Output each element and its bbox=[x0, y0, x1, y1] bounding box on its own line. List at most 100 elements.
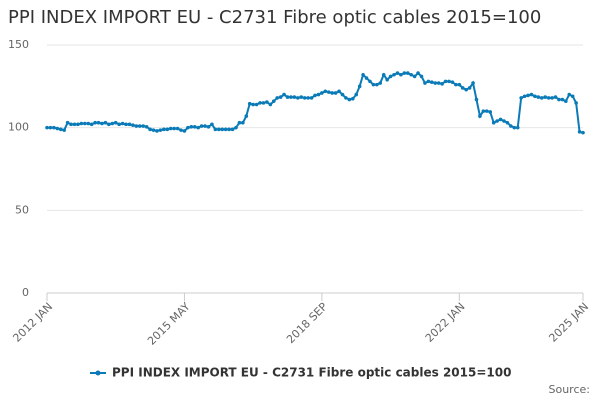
data-point bbox=[296, 96, 300, 100]
data-point bbox=[210, 122, 214, 127]
data-point bbox=[333, 91, 338, 95]
data-point bbox=[409, 72, 414, 77]
data-point bbox=[93, 120, 97, 125]
y-tick-label: 150 bbox=[8, 38, 29, 51]
data-point bbox=[316, 92, 321, 97]
data-point bbox=[261, 101, 266, 105]
data-point bbox=[120, 121, 125, 126]
source-label: Source: bbox=[549, 383, 591, 396]
data-point bbox=[62, 128, 66, 132]
data-point bbox=[581, 130, 585, 135]
data-point bbox=[251, 102, 255, 107]
data-point bbox=[48, 125, 53, 130]
data-point bbox=[423, 81, 427, 85]
data-point bbox=[206, 125, 211, 129]
data-point bbox=[478, 114, 482, 118]
data-point bbox=[457, 82, 462, 87]
data-point bbox=[440, 82, 444, 86]
data-point bbox=[402, 71, 407, 75]
data-point bbox=[137, 124, 142, 128]
data-point bbox=[344, 96, 348, 100]
data-point bbox=[213, 127, 218, 132]
data-point bbox=[464, 87, 468, 92]
x-tick-label: 2025 JAN bbox=[546, 300, 591, 345]
data-point bbox=[192, 125, 197, 129]
data-point bbox=[505, 120, 510, 125]
data-point bbox=[509, 124, 513, 128]
data-point bbox=[220, 127, 225, 132]
data-point bbox=[69, 122, 73, 127]
chart-title: PPI INDEX IMPORT EU - C2731 Fibre optic … bbox=[8, 7, 541, 28]
data-point bbox=[553, 95, 558, 99]
data-point bbox=[186, 125, 190, 130]
data-point bbox=[72, 122, 77, 127]
y-tick-label: 50 bbox=[15, 203, 29, 216]
data-point bbox=[381, 72, 386, 77]
data-point bbox=[447, 79, 451, 84]
data-point bbox=[271, 99, 276, 104]
data-point bbox=[515, 125, 520, 130]
data-point bbox=[162, 127, 166, 132]
data-point bbox=[82, 121, 87, 126]
data-point bbox=[375, 82, 379, 87]
data-point bbox=[495, 119, 499, 123]
data-point bbox=[388, 74, 393, 79]
data-point bbox=[567, 92, 572, 97]
x-tick-label: 2012 JAN bbox=[10, 300, 55, 345]
data-point bbox=[443, 79, 448, 84]
data-point bbox=[368, 79, 372, 84]
data-point bbox=[285, 95, 290, 99]
data-point bbox=[309, 96, 314, 100]
y-tick-label: 0 bbox=[22, 286, 29, 299]
data-point bbox=[172, 126, 176, 131]
data-point bbox=[533, 94, 537, 99]
data-point bbox=[498, 117, 503, 122]
y-tick-label: 100 bbox=[8, 121, 29, 134]
data-point bbox=[117, 122, 121, 127]
data-point bbox=[484, 109, 489, 113]
data-point bbox=[471, 81, 475, 85]
data-point bbox=[237, 120, 242, 125]
data-point bbox=[254, 102, 259, 107]
data-point bbox=[350, 96, 355, 101]
data-point bbox=[546, 96, 551, 100]
data-point bbox=[148, 127, 152, 132]
data-point bbox=[216, 127, 221, 132]
data-point bbox=[299, 95, 304, 99]
data-point bbox=[570, 94, 575, 99]
data-point bbox=[416, 71, 420, 75]
data-point bbox=[268, 102, 273, 107]
data-point bbox=[227, 127, 231, 132]
data-point bbox=[155, 129, 159, 133]
data-point bbox=[512, 125, 517, 130]
data-point bbox=[158, 128, 163, 132]
data-point bbox=[481, 109, 486, 113]
data-point bbox=[103, 120, 108, 125]
data-point bbox=[244, 114, 249, 118]
data-point bbox=[550, 96, 554, 100]
data-point bbox=[151, 128, 156, 132]
data-point bbox=[100, 121, 104, 126]
data-point bbox=[320, 91, 324, 95]
data-point bbox=[144, 125, 149, 129]
data-point bbox=[474, 97, 479, 102]
data-point bbox=[182, 129, 187, 133]
data-point bbox=[179, 128, 183, 132]
data-point bbox=[539, 96, 544, 100]
data-point bbox=[230, 127, 235, 132]
data-point bbox=[330, 91, 334, 95]
data-point bbox=[79, 121, 84, 126]
data-point bbox=[65, 120, 70, 125]
data-point bbox=[189, 125, 194, 129]
data-point bbox=[124, 122, 128, 127]
data-point bbox=[529, 92, 534, 97]
data-point bbox=[168, 126, 173, 131]
data-point bbox=[278, 95, 283, 99]
data-point bbox=[127, 122, 132, 127]
data-point bbox=[577, 130, 582, 134]
data-point bbox=[564, 99, 568, 104]
data-point bbox=[450, 80, 455, 84]
data-point bbox=[354, 92, 359, 97]
data-point bbox=[378, 81, 383, 85]
